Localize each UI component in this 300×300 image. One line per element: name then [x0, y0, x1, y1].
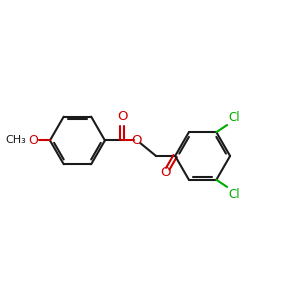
Text: CH₃: CH₃	[6, 135, 27, 146]
Text: O: O	[28, 134, 38, 147]
Text: O: O	[132, 134, 142, 147]
Text: O: O	[160, 166, 171, 179]
Text: O: O	[117, 110, 128, 122]
Text: Cl: Cl	[229, 111, 240, 124]
Text: Cl: Cl	[229, 188, 240, 201]
